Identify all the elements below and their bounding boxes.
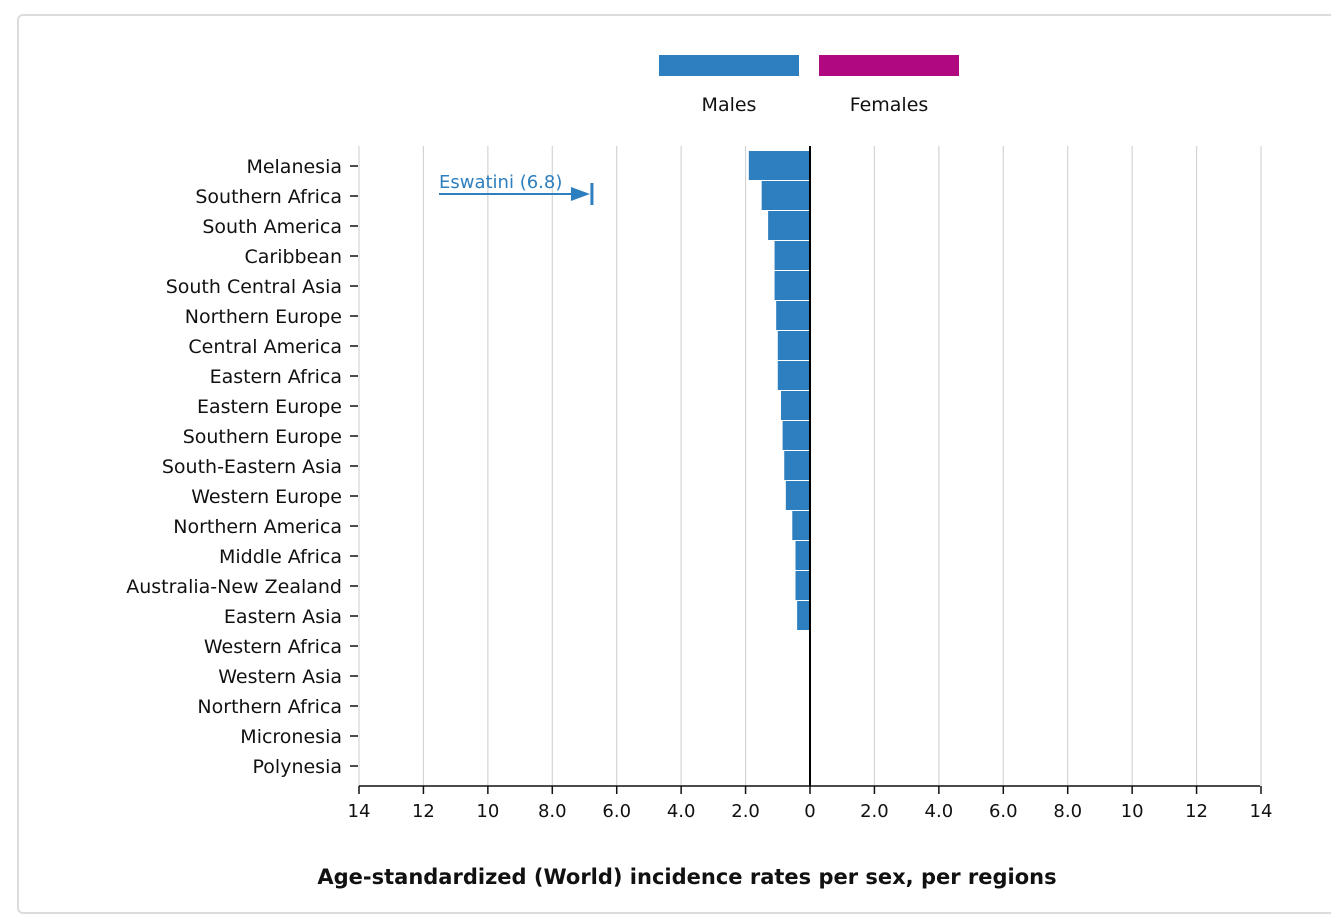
x-tick-label: 12 — [412, 801, 435, 822]
bar-males — [774, 241, 810, 270]
category-label: Middle Africa — [219, 546, 342, 568]
x-tick-label: 14 — [1250, 801, 1273, 822]
bar-males — [795, 571, 810, 600]
legend-label-females: Females — [850, 94, 929, 116]
x-tick-label: 8.0 — [538, 801, 567, 822]
category-label: Polynesia — [253, 756, 342, 778]
category-label: Southern Africa — [195, 186, 342, 208]
x-tick-label: 12 — [1185, 801, 1208, 822]
category-label: South-Eastern Asia — [162, 456, 342, 478]
x-tick-label: 2.0 — [860, 801, 889, 822]
x-tick-label: 2.0 — [731, 801, 760, 822]
bar-males — [792, 511, 810, 540]
bar-males — [776, 301, 810, 330]
category-label: Australia-New Zealand — [126, 576, 342, 598]
category-label: Micronesia — [240, 726, 342, 748]
category-label: Eastern Africa — [210, 366, 342, 388]
category-label: Southern Europe — [183, 426, 342, 448]
annotation-label: Eswatini (6.8) — [439, 172, 562, 193]
bar-males — [785, 481, 810, 510]
category-label: Eastern Europe — [197, 396, 342, 418]
category-label: Central America — [188, 336, 342, 358]
category-label: Northern Africa — [197, 696, 342, 718]
x-tick-label: 4.0 — [667, 801, 696, 822]
x-tick-label: 10 — [1121, 801, 1144, 822]
category-label: Western Asia — [218, 666, 342, 688]
annotation-arrow-head — [570, 187, 590, 201]
chart-title: Age-standardized (World) incidence rates… — [317, 865, 1056, 889]
bar-males — [797, 601, 810, 630]
category-label: Caribbean — [245, 246, 343, 268]
bar-males — [795, 541, 810, 570]
bar-males — [748, 151, 810, 180]
bar-males — [761, 181, 810, 210]
x-tick-label: 4.0 — [925, 801, 954, 822]
x-tick-label: 6.0 — [602, 801, 631, 822]
bar-males — [784, 451, 810, 480]
category-label: South Central Asia — [166, 276, 342, 298]
x-axis: 14 12 10 8.0 6.0 4.0 2.0 0 2.0 4.0 6.0 8.0 10 12 14 — [348, 785, 1273, 822]
bar-males — [777, 331, 810, 360]
category-label: Eastern Asia — [224, 606, 342, 628]
legend: Males Females — [659, 55, 959, 116]
legend-swatch-females — [819, 55, 959, 76]
bar-males — [774, 271, 810, 300]
bar-males — [777, 361, 810, 390]
legend-label-males: Males — [702, 94, 757, 116]
category-label: Northern Europe — [185, 306, 342, 328]
x-tick-label: 10 — [476, 801, 499, 822]
y-axis: Melanesia Southern Africa South America Car… — [126, 146, 811, 786]
category-label: Melanesia — [246, 156, 342, 178]
x-tick-label: 8.0 — [1053, 801, 1082, 822]
grid-lines — [358, 146, 1262, 786]
bars — [748, 151, 810, 630]
x-tick-label: 6.0 — [989, 801, 1018, 822]
annotation: Eswatini (6.8) — [439, 172, 594, 205]
x-tick-label: 0 — [804, 801, 815, 822]
category-label: Northern America — [173, 516, 342, 538]
bar-males — [768, 211, 810, 240]
bar-males — [782, 421, 810, 450]
legend-swatch-males — [659, 55, 799, 76]
bar-males — [781, 391, 810, 420]
category-label: South America — [202, 216, 342, 238]
category-label: Western Europe — [191, 486, 342, 508]
category-label: Western Africa — [204, 636, 342, 658]
x-tick-label: 14 — [348, 801, 371, 822]
